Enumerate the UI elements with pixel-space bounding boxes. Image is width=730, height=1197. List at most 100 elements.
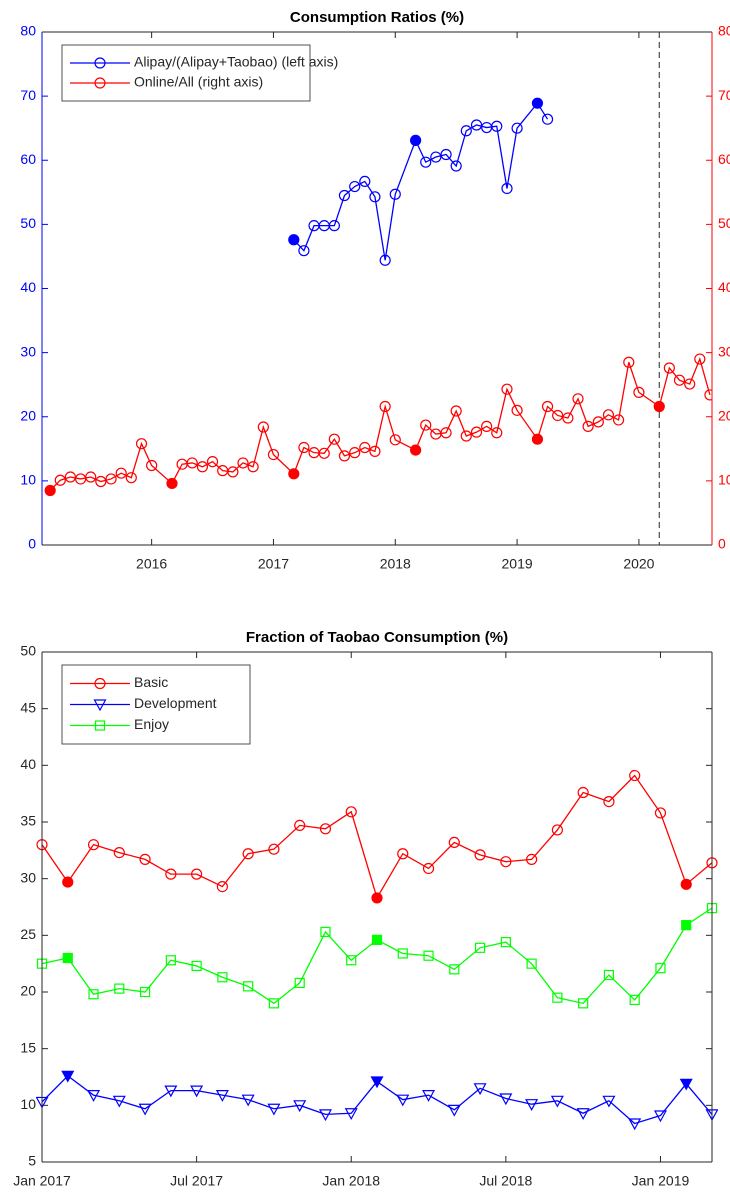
marker <box>430 151 442 163</box>
marker <box>470 426 483 438</box>
legend-label: Alipay/(Alipay+Taobao) (left axis) <box>134 54 338 70</box>
marker <box>105 473 117 485</box>
legend-label: Development <box>134 695 217 711</box>
marker <box>237 457 249 469</box>
x-tick-label: Jul 2017 <box>170 1173 223 1189</box>
marker <box>629 769 641 782</box>
marker <box>241 1094 255 1107</box>
marker <box>500 937 511 948</box>
y-tick-label: 10 <box>20 472 36 488</box>
y2-tick-label: 30 <box>718 343 730 359</box>
marker <box>679 1078 693 1091</box>
marker <box>371 892 383 904</box>
marker <box>113 846 125 859</box>
marker <box>499 1093 513 1106</box>
marker <box>320 926 331 938</box>
chart-title: Fraction of Taobao Consumption (%) <box>246 629 508 646</box>
marker <box>328 433 340 445</box>
marker <box>422 862 435 875</box>
marker <box>612 414 625 426</box>
marker <box>294 977 305 989</box>
y2-tick-label: 80 <box>718 23 730 39</box>
x-tick-label: Jan 2017 <box>13 1173 71 1189</box>
marker <box>552 992 563 1003</box>
y2-tick-label: 0 <box>718 536 726 552</box>
marker <box>94 77 106 89</box>
marker <box>62 876 74 888</box>
y2-tick-label: 50 <box>718 215 730 231</box>
marker <box>389 434 401 446</box>
marker <box>623 356 635 368</box>
marker <box>531 433 544 445</box>
legend-label: Enjoy <box>134 716 169 732</box>
y-tick-label: 50 <box>20 643 36 659</box>
series-group <box>36 769 718 1131</box>
marker <box>319 823 332 835</box>
marker <box>268 998 280 1009</box>
marker <box>423 950 434 961</box>
marker <box>44 484 56 497</box>
series-line <box>293 102 549 261</box>
y-tick-label: 80 <box>20 23 36 39</box>
legend-label: Online/All (right axis) <box>134 74 263 90</box>
marker <box>684 378 696 390</box>
y-tick-label: 70 <box>20 87 36 103</box>
marker <box>164 1085 178 1098</box>
marker <box>447 1104 461 1117</box>
plot-area <box>42 32 712 545</box>
marker <box>397 848 409 860</box>
marker <box>680 878 692 890</box>
marker <box>655 963 666 974</box>
marker <box>582 420 594 432</box>
legend-box <box>61 44 311 102</box>
marker <box>349 180 361 193</box>
x-tick-label: 2017 <box>258 556 289 572</box>
marker <box>196 461 209 473</box>
marker <box>450 405 462 417</box>
marker <box>440 148 452 161</box>
marker <box>422 1090 436 1102</box>
y-tick-label: 20 <box>20 407 36 423</box>
marker <box>449 964 460 975</box>
marker <box>460 430 472 442</box>
marker <box>338 189 351 202</box>
marker <box>87 839 100 851</box>
marker <box>551 824 563 836</box>
marker <box>344 1108 358 1121</box>
chart: Consumption Ratios (%) 2016 2017 2018 2019 20… <box>20 9 730 572</box>
y-tick-label: 15 <box>20 1039 36 1055</box>
marker <box>371 934 383 945</box>
marker <box>166 477 178 490</box>
marker <box>257 421 269 433</box>
marker <box>481 420 493 432</box>
marker <box>448 836 460 849</box>
y-tick-label: 30 <box>20 869 36 885</box>
marker <box>397 948 408 959</box>
marker <box>379 254 391 266</box>
marker <box>440 427 452 439</box>
y-tick-label: 20 <box>20 983 36 999</box>
legend: Alipay/(Alipay+Taobao) (left axis) Online… <box>61 44 338 102</box>
marker <box>704 389 712 401</box>
marker <box>420 156 432 168</box>
marker <box>349 447 361 459</box>
y-tick-label: 50 <box>20 215 36 231</box>
marker <box>681 920 692 931</box>
marker <box>318 1109 332 1122</box>
x-tick-label: 2016 <box>136 556 167 572</box>
marker <box>88 989 99 1000</box>
marker <box>552 409 564 422</box>
marker <box>473 1083 487 1096</box>
marker <box>242 848 254 860</box>
marker <box>562 412 574 424</box>
marker <box>450 160 462 172</box>
marker <box>62 952 73 964</box>
marker <box>138 1103 152 1116</box>
y2-tick-label: 10 <box>718 472 730 488</box>
marker <box>114 983 125 994</box>
marker <box>653 1110 667 1123</box>
marker <box>654 807 667 819</box>
y-tick-label: 10 <box>20 1096 36 1112</box>
y-tick-label: 5 <box>28 1153 36 1169</box>
